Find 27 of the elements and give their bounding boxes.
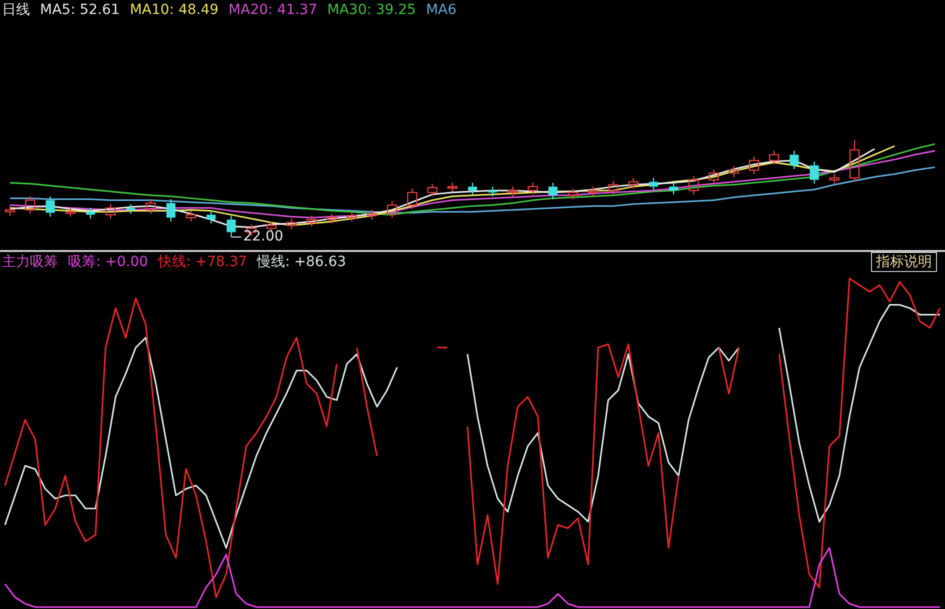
candlestick — [790, 150, 799, 170]
annotation: 22.00 — [243, 228, 284, 245]
text: MA30: 39.25 — [327, 2, 416, 18]
candlestick — [608, 180, 618, 195]
candlestick — [849, 140, 860, 182]
chart-title: 日线 — [2, 1, 30, 19]
candlestick — [126, 203, 136, 214]
candlestick — [25, 196, 36, 214]
text: 快线: +78.37 — [158, 253, 248, 271]
candlestick — [810, 160, 819, 184]
candlestick — [407, 188, 418, 210]
text: 吸筹: +0.00 — [68, 253, 148, 271]
text: 慢线: +86.63 — [257, 253, 346, 271]
text: MA6 — [426, 2, 457, 18]
text: MA10: 48.49 — [130, 2, 219, 18]
text: MA20: 41.37 — [228, 2, 318, 18]
candlestick — [688, 175, 699, 195]
text: 指标说明 — [871, 252, 937, 272]
candlestick — [326, 213, 337, 224]
candlestick — [508, 186, 518, 197]
candlestick — [708, 168, 719, 184]
candlestick — [146, 198, 156, 214]
candlestick — [46, 196, 55, 218]
text: MA5: 52.61 — [40, 2, 120, 18]
chart-title: 主力吸筹 — [2, 253, 58, 271]
candlestick — [528, 182, 538, 195]
candlestick — [427, 183, 438, 197]
